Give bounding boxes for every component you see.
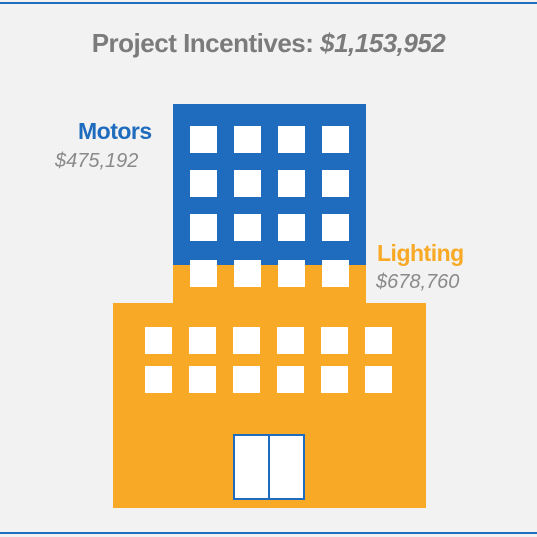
door-icon (233, 434, 305, 500)
window-icon (190, 170, 217, 197)
window-icon (145, 327, 172, 354)
window-icon (233, 366, 260, 393)
window-icon (190, 260, 217, 287)
window-icon (190, 214, 217, 241)
window-icon (365, 366, 392, 393)
window-icon (321, 327, 348, 354)
motors-value: $475,192 (55, 150, 139, 172)
page-title: Project Incentives: $1,153,952 (0, 28, 537, 59)
window-icon (322, 170, 349, 197)
window-icon (189, 366, 216, 393)
title-amount: $1,153,952 (320, 28, 446, 58)
window-icon (233, 327, 260, 354)
window-icon (234, 260, 261, 287)
lighting-label: Lighting (377, 240, 464, 266)
window-icon (190, 126, 217, 153)
window-icon (234, 170, 261, 197)
window-icon (278, 170, 305, 197)
bottom-divider (0, 532, 537, 534)
window-icon (278, 260, 305, 287)
motors-label: Motors (78, 118, 152, 144)
window-icon (277, 366, 304, 393)
window-icon (278, 214, 305, 241)
window-icon (277, 327, 304, 354)
window-icon (322, 260, 349, 287)
window-icon (278, 126, 305, 153)
window-icon (145, 366, 172, 393)
window-icon (365, 327, 392, 354)
window-icon (234, 126, 261, 153)
window-icon (234, 214, 261, 241)
window-icon (189, 327, 216, 354)
window-icon (322, 214, 349, 241)
lighting-value: $678,760 (376, 271, 460, 293)
window-icon (321, 366, 348, 393)
title-prefix: Project Incentives: (91, 28, 314, 58)
top-divider (0, 2, 537, 4)
window-icon (322, 126, 349, 153)
